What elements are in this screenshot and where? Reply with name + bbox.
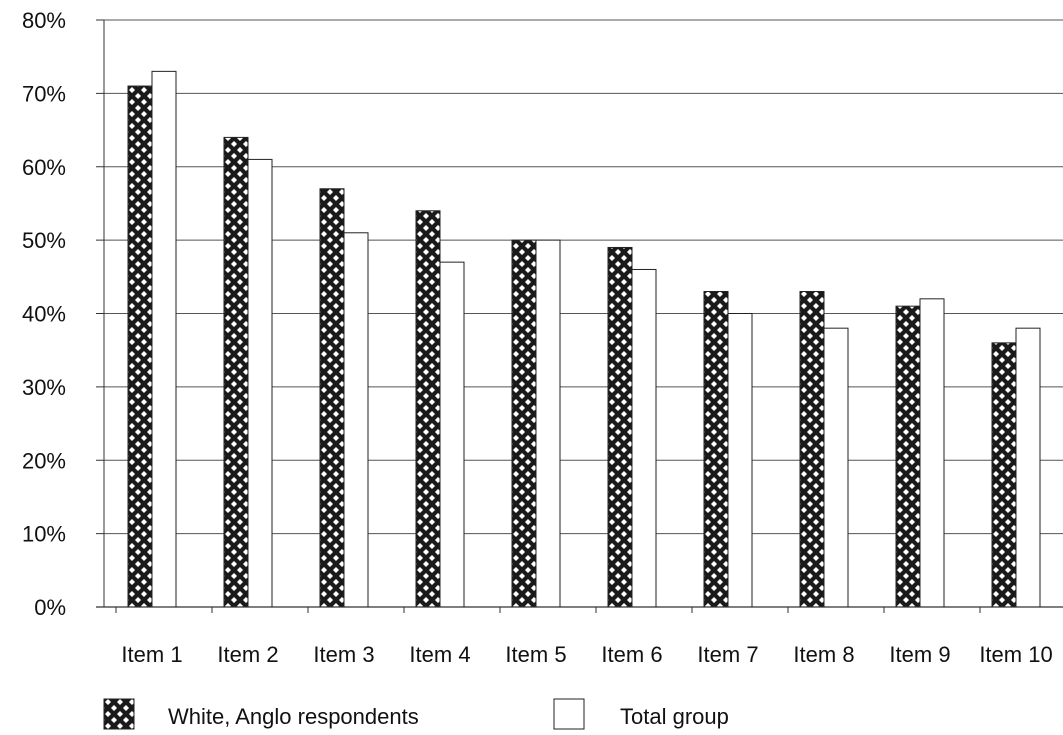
y-tick-label: 70% <box>22 81 66 106</box>
bar-white-anglo <box>127 85 153 608</box>
y-tick-label: 10% <box>22 522 66 547</box>
y-tick-label: 20% <box>22 448 66 473</box>
bar-white-anglo <box>991 342 1017 608</box>
bar-total-group <box>343 232 369 608</box>
bar-total-group <box>727 313 753 608</box>
x-tick-label: Item 8 <box>793 642 854 667</box>
y-tick-label: 30% <box>22 375 66 400</box>
bar-total-group <box>535 239 561 608</box>
bar-total-group <box>919 298 945 608</box>
bars <box>127 70 1041 608</box>
bar-white-anglo <box>607 246 633 608</box>
legend-item: Total group <box>553 698 729 730</box>
legend-swatch <box>553 698 585 730</box>
bar-total-group <box>631 268 657 608</box>
legend-label: Total group <box>620 704 729 729</box>
bar-white-anglo <box>703 290 729 608</box>
x-tick-label: Item 7 <box>697 642 758 667</box>
x-tick-label: Item 5 <box>505 642 566 667</box>
bar-white-anglo <box>799 290 825 608</box>
x-tick-label: Item 4 <box>409 642 470 667</box>
y-tick-label: 80% <box>22 8 66 33</box>
bar-white-anglo <box>895 305 921 608</box>
bar-total-group <box>247 158 273 608</box>
bar-total-group <box>151 70 177 608</box>
x-tick-label: Item 1 <box>121 642 182 667</box>
legend: White, Anglo respondents Total group <box>103 698 729 730</box>
bar-white-anglo <box>319 188 345 608</box>
bar-white-anglo <box>415 210 441 608</box>
legend-item: White, Anglo respondents <box>103 698 419 730</box>
y-tick-label: 40% <box>22 302 66 327</box>
x-tick-label: Item 3 <box>313 642 374 667</box>
x-tick-label: Item 10 <box>979 642 1052 667</box>
x-tick-label: Item 2 <box>217 642 278 667</box>
y-tick-label: 50% <box>22 228 66 253</box>
y-tick-label: 0% <box>34 595 66 620</box>
legend-label: White, Anglo respondents <box>168 704 419 729</box>
bar-white-anglo <box>223 136 249 608</box>
legend-swatch <box>103 698 135 730</box>
bar-total-group <box>439 261 465 608</box>
axes: 0% 10% 20% 30% 40% 50% 60% 70% 80% Item 1 Item 2 It… <box>22 8 1063 667</box>
bar-white-anglo <box>511 239 537 608</box>
bar-total-group <box>1015 327 1041 608</box>
x-tick-label: Item 9 <box>889 642 950 667</box>
x-tick-label: Item 6 <box>601 642 662 667</box>
bar-total-group <box>823 327 849 608</box>
y-tick-label: 60% <box>22 155 66 180</box>
